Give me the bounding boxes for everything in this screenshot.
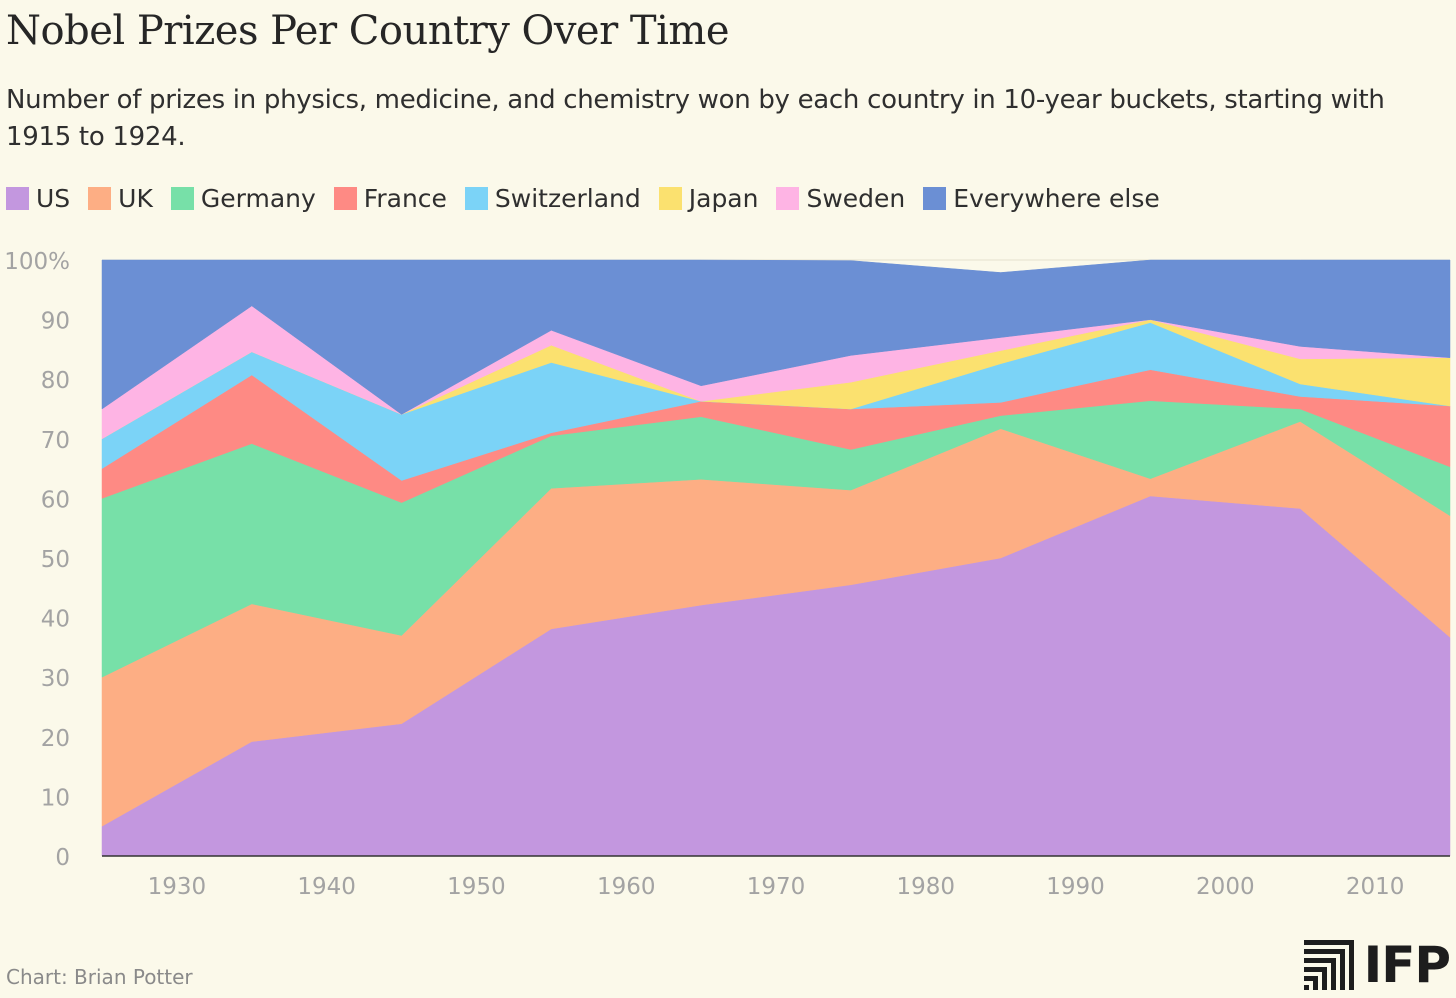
legend-item: France: [333, 184, 447, 213]
y-tick-label: 40: [41, 607, 70, 633]
legend: US UK Germany France Switzerland Japan Sweden E…: [6, 184, 1178, 213]
ifp-logo: IFP: [1303, 936, 1451, 994]
y-tick-label: 60: [41, 487, 70, 513]
legend-swatch: [923, 187, 947, 210]
y-tick-label: 70: [41, 428, 70, 454]
legend-item: Sweden: [776, 184, 905, 213]
logo-text: IFP: [1363, 936, 1451, 994]
legend-label: Everywhere else: [953, 184, 1160, 213]
x-tick-label: 1960: [597, 874, 656, 900]
legend-swatch: [658, 187, 682, 210]
chart-subtitle: Number of prizes in physics, medicine, a…: [6, 85, 1385, 152]
chart-title: Nobel Prizes Per Country Over Time: [6, 8, 730, 54]
y-tick-label: 20: [41, 726, 70, 752]
legend-swatch: [333, 187, 357, 210]
legend-label: UK: [118, 184, 153, 213]
legend-item: Germany: [170, 184, 316, 213]
area-series-everywhere-else: [101, 259, 1451, 415]
x-tick-label: 1950: [447, 874, 506, 900]
logo-mark-icon: [1303, 940, 1354, 990]
x-tick-label: 1980: [897, 874, 956, 900]
y-tick-label: 90: [41, 309, 70, 335]
legend-label: US: [36, 184, 71, 213]
y-tick-label: 80: [41, 368, 70, 394]
legend-item: Japan: [658, 184, 759, 213]
legend-swatch: [88, 187, 112, 210]
y-tick-label: 100%: [4, 249, 70, 275]
legend-swatch: [170, 187, 194, 210]
x-tick-label: 2010: [1346, 874, 1405, 900]
legend-label: Sweden: [806, 184, 906, 213]
y-tick-label: 50: [41, 547, 70, 573]
legend-item: UK: [88, 184, 153, 213]
legend-swatch: [776, 187, 800, 210]
x-tick-label: 1940: [297, 874, 356, 900]
legend-swatch: [6, 187, 29, 210]
x-tick-label: 1990: [1046, 874, 1105, 900]
x-tick-label: 2000: [1196, 874, 1255, 900]
legend-item: US: [6, 184, 70, 213]
x-tick-label: 1970: [747, 874, 806, 900]
legend-swatch: [464, 187, 488, 210]
y-tick-label: 30: [41, 666, 70, 692]
legend-label: France: [363, 184, 447, 213]
y-tick-label: 0: [55, 845, 70, 871]
legend-item: Switzerland: [464, 184, 641, 213]
chart-credit: Chart: Brian Potter: [6, 965, 193, 989]
legend-item: Everywhere else: [923, 184, 1160, 213]
legend-label: Japan: [688, 184, 759, 213]
y-tick-label: 10: [41, 785, 70, 811]
legend-label: Switzerland: [494, 184, 641, 213]
legend-label: Germany: [200, 184, 316, 213]
stacked-area-chart: 0 10 20 30 40 50 60 70 80 90 100% 1930 1940 1950 1960 1…: [4, 249, 1451, 900]
x-tick-label: 1930: [148, 874, 207, 900]
